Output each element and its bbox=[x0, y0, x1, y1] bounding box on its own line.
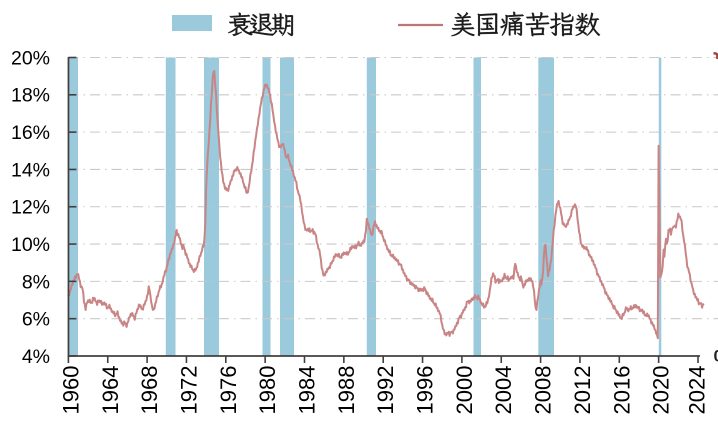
svg-text:1984: 1984 bbox=[295, 366, 320, 415]
svg-text:2024: 2024 bbox=[685, 366, 710, 415]
svg-text:10%: 10% bbox=[11, 234, 50, 256]
svg-text:12%: 12% bbox=[11, 197, 50, 219]
svg-text:2000: 2000 bbox=[452, 366, 477, 415]
svg-text:1968: 1968 bbox=[137, 366, 162, 415]
svg-text:0: 0 bbox=[714, 347, 718, 366]
svg-text:20%: 20% bbox=[11, 47, 50, 69]
svg-text:1964: 1964 bbox=[98, 366, 123, 415]
svg-text:14%: 14% bbox=[11, 159, 50, 181]
svg-text:1988: 1988 bbox=[334, 366, 359, 415]
svg-text:16%: 16% bbox=[11, 122, 50, 144]
svg-text:1996: 1996 bbox=[413, 366, 438, 415]
svg-text:1976: 1976 bbox=[216, 366, 241, 415]
svg-text:1992: 1992 bbox=[373, 366, 398, 415]
svg-text:2012: 2012 bbox=[570, 366, 595, 415]
svg-text:2004: 2004 bbox=[491, 366, 516, 415]
svg-text:4%: 4% bbox=[22, 346, 50, 368]
svg-text:6%: 6% bbox=[22, 309, 50, 331]
svg-text:2020: 2020 bbox=[649, 366, 674, 415]
svg-text:1972: 1972 bbox=[177, 366, 202, 415]
svg-text:1960: 1960 bbox=[58, 366, 83, 415]
svg-text:18%: 18% bbox=[11, 85, 50, 107]
svg-text:1980: 1980 bbox=[255, 366, 280, 415]
svg-text:2008: 2008 bbox=[531, 366, 556, 415]
svg-text:8%: 8% bbox=[22, 271, 50, 293]
svg-text:2016: 2016 bbox=[609, 366, 634, 415]
